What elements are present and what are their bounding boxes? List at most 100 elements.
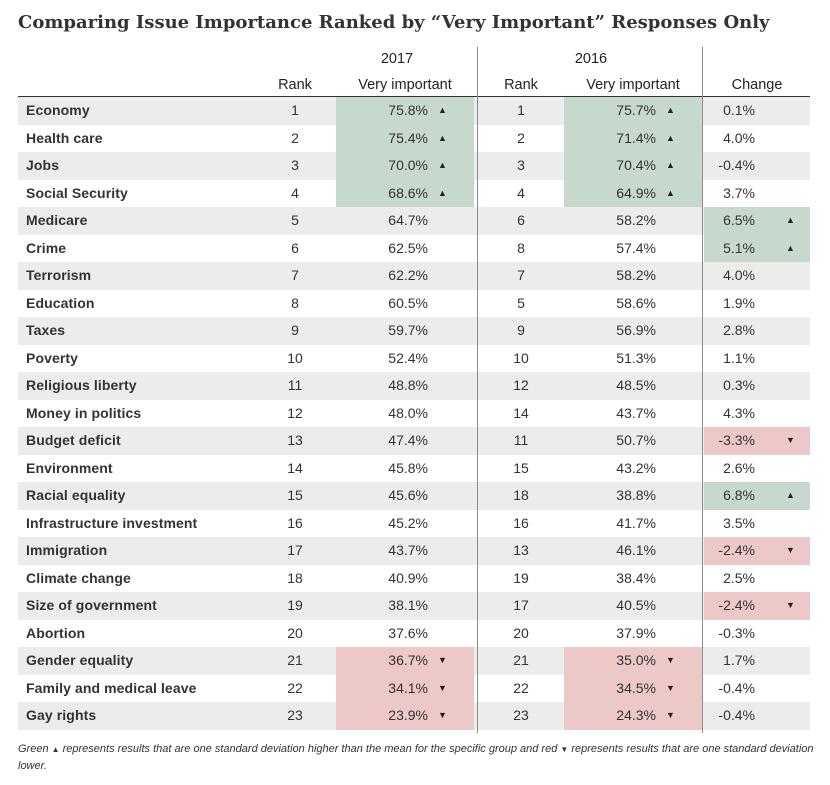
- highlight-up: [704, 207, 810, 235]
- very-important-2016-cell: 58.2%: [616, 267, 656, 283]
- header-rule: [18, 96, 810, 97]
- rank-2017-cell: 20: [287, 624, 303, 641]
- issue-label: Religious liberty: [26, 377, 137, 393]
- table-row: Social Security 4 68.6% 4 64.9% 3.7% ▲ ▲: [18, 179, 810, 207]
- table-row: Money in politics 12 48.0% 14 43.7% 4.3%: [18, 400, 810, 428]
- change-cell: -3.3%: [718, 432, 755, 448]
- table-row: Terrorism 7 62.2% 7 58.2% 4.0%: [18, 262, 810, 290]
- very-important-2017-cell: 45.8%: [388, 459, 428, 476]
- rank-2017-cell: 21: [287, 652, 303, 668]
- change-cell: 6.5%: [723, 212, 755, 228]
- change-cell: 2.6%: [723, 459, 755, 476]
- highlight-down: [704, 537, 810, 565]
- very-important-2016-cell: 34.5%: [616, 679, 656, 696]
- rank-2017-cell: 19: [287, 597, 303, 613]
- rank-2017-cell: 23: [287, 707, 303, 723]
- rank-2016-cell: 17: [513, 597, 529, 613]
- issue-label: Climate change: [26, 569, 131, 586]
- very-important-2017-cell: 52.4%: [388, 349, 428, 366]
- rank-2016-cell: 5: [517, 294, 525, 311]
- rank-2017-cell: 13: [287, 432, 303, 448]
- footnote-text-1: represents results that are one standard…: [62, 743, 558, 755]
- column-divider-change: [702, 47, 703, 733]
- issue-label: Taxes: [26, 322, 66, 338]
- down-triangle-icon: ▼: [438, 710, 447, 720]
- up-triangle-icon: ▲: [438, 160, 447, 170]
- very-important-2016-cell: 56.9%: [616, 322, 656, 338]
- rank-2016-cell: 20: [513, 624, 529, 641]
- rank-2017-cell: 16: [287, 514, 303, 531]
- table-row: Economy 1 75.8% 1 75.7% 0.1% ▲ ▲: [18, 97, 810, 125]
- issue-label: Jobs: [26, 157, 60, 173]
- very-important-2017-cell: 68.6%: [388, 184, 428, 201]
- rank-2016-cell: 6: [517, 212, 525, 228]
- change-cell: -0.4%: [718, 157, 755, 173]
- very-important-2016-cell: 38.4%: [616, 569, 656, 586]
- rank-2017-cell: 8: [291, 294, 299, 311]
- very-important-2016-cell: 35.0%: [616, 652, 656, 668]
- very-important-2017-cell: 64.7%: [388, 212, 428, 228]
- issue-label: Money in politics: [26, 404, 142, 421]
- rank-2017-cell: 22: [287, 679, 303, 696]
- issue-label: Abortion: [26, 624, 86, 641]
- highlight-up: [564, 179, 702, 207]
- issue-label: Budget deficit: [26, 432, 121, 448]
- header-year-2016: 2016: [574, 51, 608, 67]
- highlight-up: [564, 152, 702, 180]
- rank-2016-cell: 8: [517, 239, 525, 256]
- rank-2017-cell: 7: [291, 267, 299, 283]
- issue-label: Economy: [26, 102, 90, 118]
- issue-label: Crime: [26, 239, 67, 256]
- issue-label: Immigration: [26, 542, 108, 558]
- highlight-up: [564, 124, 702, 152]
- down-triangle-icon: ▼: [786, 435, 795, 445]
- table-row: Immigration 17 43.7% 13 46.1% -2.4% ▼: [18, 537, 810, 565]
- change-cell: -0.3%: [718, 624, 755, 641]
- table-row: Size of government 19 38.1% 17 40.5% -2.4% ▼: [18, 592, 810, 620]
- change-cell: 2.5%: [723, 569, 755, 586]
- rank-2016-cell: 3: [517, 157, 525, 173]
- very-important-2017-cell: 62.2%: [388, 267, 428, 283]
- rank-2016-cell: 9: [517, 322, 525, 338]
- issue-label: Size of government: [26, 597, 157, 613]
- change-cell: 4.0%: [723, 129, 755, 146]
- very-important-2017-cell: 60.5%: [388, 294, 428, 311]
- very-important-2017-cell: 23.9%: [388, 707, 428, 723]
- table-title: Comparing Issue Importance Ranked by “Ve…: [18, 12, 770, 33]
- very-important-2017-cell: 43.7%: [388, 542, 428, 558]
- header-rank-2017: Rank: [278, 77, 312, 93]
- header-change: Change: [731, 77, 783, 93]
- table-row: Gay rights 23 23.9% 23 24.3% -0.4% ▼ ▼: [18, 702, 810, 730]
- down-triangle-icon: ▼: [438, 655, 447, 665]
- very-important-2016-cell: 37.9%: [616, 624, 656, 641]
- rank-2017-cell: 14: [287, 459, 303, 476]
- very-important-2016-cell: 38.8%: [616, 487, 656, 503]
- table-row: Racial equality 15 45.6% 18 38.8% 6.8% ▲: [18, 482, 810, 510]
- change-cell: 0.3%: [723, 377, 755, 393]
- down-triangle-icon: ▼: [560, 745, 569, 754]
- very-important-2017-cell: 48.0%: [388, 404, 428, 421]
- very-important-2017-cell: 75.4%: [388, 129, 428, 146]
- very-important-2017-cell: 48.8%: [388, 377, 428, 393]
- highlight-up: [704, 234, 810, 262]
- table-row: Abortion 20 37.6% 20 37.9% -0.3%: [18, 620, 810, 648]
- up-triangle-icon: ▲: [438, 132, 447, 143]
- very-important-2016-cell: 46.1%: [616, 542, 656, 558]
- column-divider-2016: [477, 47, 478, 733]
- rank-2016-cell: 2: [517, 129, 525, 146]
- change-cell: 1.1%: [723, 349, 755, 366]
- change-cell: 1.9%: [723, 294, 755, 311]
- issue-label: Terrorism: [26, 267, 92, 283]
- issue-label: Poverty: [26, 349, 79, 366]
- down-triangle-icon: ▼: [786, 600, 795, 610]
- change-cell: -0.4%: [718, 707, 755, 723]
- very-important-2017-cell: 34.1%: [388, 679, 428, 696]
- table-row: Health care 2 75.4% 2 71.4% 4.0% ▲ ▲: [18, 124, 810, 152]
- highlight-down: [704, 592, 810, 620]
- down-triangle-icon: ▼: [666, 682, 675, 693]
- table-row: Education 8 60.5% 5 58.6% 1.9%: [18, 290, 810, 318]
- highlight-down: [564, 647, 702, 675]
- up-triangle-icon: ▲: [51, 745, 60, 754]
- change-cell: 1.7%: [723, 652, 755, 668]
- highlight-down: [336, 647, 474, 675]
